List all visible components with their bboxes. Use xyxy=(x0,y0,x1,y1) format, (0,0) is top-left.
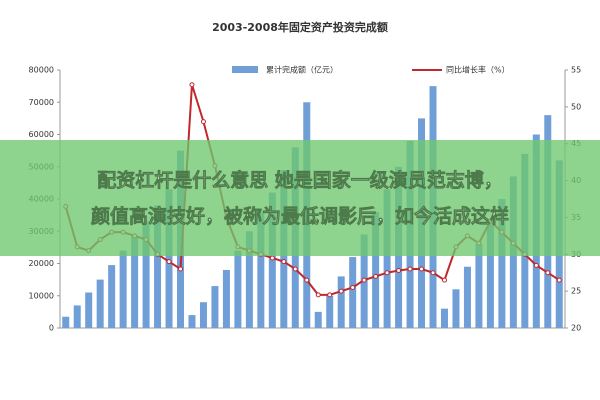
bar xyxy=(199,302,207,328)
bar xyxy=(73,305,81,328)
bar xyxy=(498,199,506,328)
bar xyxy=(463,266,471,328)
bar xyxy=(108,265,116,328)
y2-tick-label: 50 xyxy=(571,102,581,111)
marker xyxy=(200,119,206,125)
legend-label: 累计完成额（亿元） xyxy=(266,65,338,75)
marker xyxy=(350,284,356,290)
y-tick-label: 10000 xyxy=(29,291,54,300)
legend-swatch xyxy=(232,66,258,73)
marker xyxy=(166,259,172,265)
bar xyxy=(211,286,219,328)
marker xyxy=(327,292,333,298)
bar xyxy=(142,221,150,328)
y-tick-label: 70000 xyxy=(29,98,54,107)
marker xyxy=(407,266,413,272)
bar xyxy=(440,308,448,328)
bar xyxy=(245,231,253,328)
marker xyxy=(384,270,390,276)
marker xyxy=(292,266,298,272)
y-tick-label: 20000 xyxy=(29,259,54,268)
bar xyxy=(165,189,173,328)
marker xyxy=(419,266,425,272)
bar xyxy=(62,316,70,328)
bar xyxy=(486,221,494,328)
bar xyxy=(452,289,460,328)
banner-text: 颜值高演技好，被称为最低调影后，如今活成这样 xyxy=(91,205,509,228)
marker xyxy=(545,270,551,276)
marker xyxy=(304,277,310,283)
marker xyxy=(396,268,402,274)
bar xyxy=(234,250,242,328)
bar xyxy=(85,292,93,328)
marker xyxy=(430,270,436,276)
bar xyxy=(154,205,162,328)
banner xyxy=(0,140,600,256)
y-tick-label: 0 xyxy=(49,324,54,333)
bar xyxy=(222,269,230,328)
marker xyxy=(533,262,539,268)
marker xyxy=(338,288,344,294)
marker xyxy=(269,255,275,261)
bar xyxy=(383,189,391,328)
marker xyxy=(361,277,367,283)
marker xyxy=(178,266,184,272)
marker xyxy=(315,292,321,298)
y2-tick-label: 20 xyxy=(571,324,581,333)
marker xyxy=(441,277,447,283)
bar xyxy=(257,211,265,328)
y-tick-label: 80000 xyxy=(29,66,54,75)
bar xyxy=(349,257,357,328)
bar xyxy=(131,236,139,328)
bar xyxy=(119,250,127,328)
y2-tick-label: 25 xyxy=(571,287,581,296)
chart-title: 2003-2008年固定资产投资完成额 xyxy=(212,20,388,34)
legend-label: 同比增长率（%） xyxy=(446,65,510,75)
bar xyxy=(337,276,345,328)
bar xyxy=(96,279,104,328)
marker xyxy=(281,259,287,265)
bar xyxy=(314,311,322,328)
y-tick-label: 60000 xyxy=(29,130,54,139)
bar xyxy=(326,295,334,328)
y2-tick-label: 55 xyxy=(571,66,581,75)
bar xyxy=(475,244,483,328)
marker xyxy=(189,82,195,88)
bar xyxy=(372,211,380,328)
marker xyxy=(556,277,562,283)
bar xyxy=(188,315,196,328)
marker xyxy=(373,273,379,279)
banner-text: 配资杠杆是什么意思 她是国家一级演员范志博， xyxy=(97,169,503,192)
